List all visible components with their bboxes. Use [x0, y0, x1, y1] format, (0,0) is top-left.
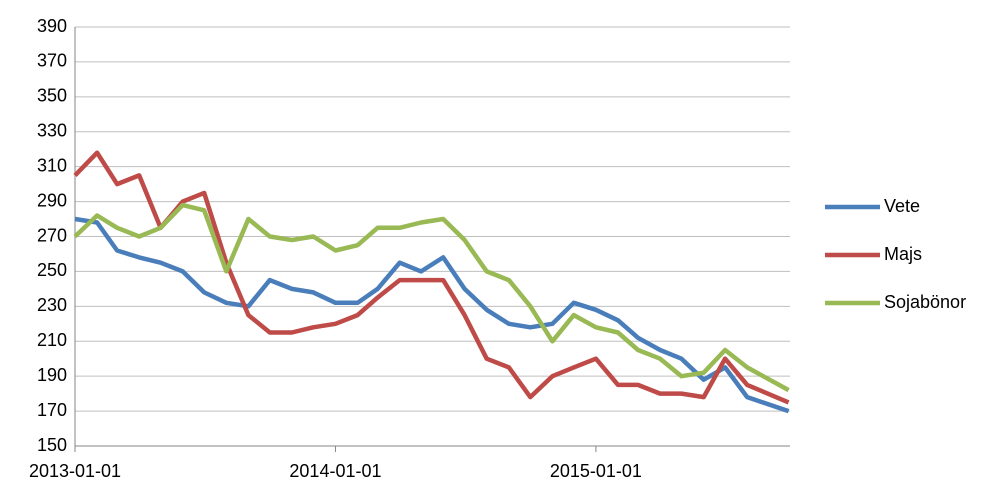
- y-tick-label: 310: [37, 155, 67, 175]
- series-line: [73, 150, 790, 405]
- y-tick-label: 350: [37, 86, 67, 106]
- y-tick-label: 270: [37, 225, 67, 245]
- y-tick-label: 210: [37, 330, 67, 350]
- y-tick-label: 290: [37, 190, 67, 210]
- legend-label: Majs: [884, 244, 922, 264]
- y-tick-label: 390: [37, 16, 67, 36]
- series-line: [73, 202, 790, 393]
- x-tick-label: 2015-01-01: [550, 461, 642, 481]
- x-tick-label: 2013-01-01: [29, 461, 121, 481]
- y-tick-label: 230: [37, 295, 67, 315]
- x-tick-label: 2014-01-01: [289, 461, 381, 481]
- y-tick-label: 170: [37, 400, 67, 420]
- y-tick-label: 330: [37, 121, 67, 141]
- y-tick-label: 250: [37, 260, 67, 280]
- series-line: [74, 216, 790, 414]
- legend-label: Vete: [884, 196, 920, 216]
- y-tick-label: 190: [37, 365, 67, 385]
- y-tick-label: 370: [37, 51, 67, 71]
- y-tick-label: 150: [37, 435, 67, 455]
- legend-label: Sojabönor: [884, 292, 966, 312]
